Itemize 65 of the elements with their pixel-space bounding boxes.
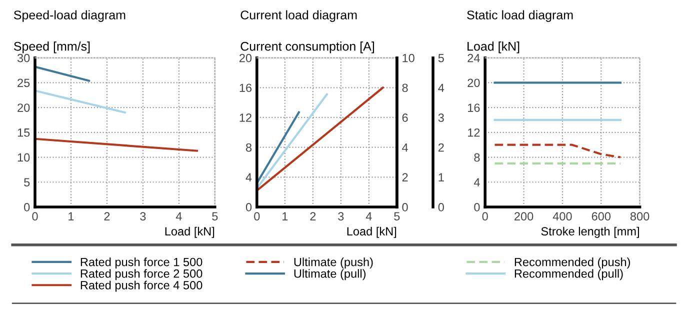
y2-tick-label: 2 [402, 173, 408, 182]
y2-tick-label: 6 [402, 114, 408, 122]
chart-title: Speed-load diagram [14, 10, 126, 22]
y-axis-title: Speed [mm/s] [14, 42, 90, 54]
y2-tick-label: 0 [402, 203, 408, 212]
y3-tick-label: 0 [438, 203, 444, 212]
y2-tick-label: 8 [402, 84, 408, 92]
x-tick-label: 0 [32, 212, 38, 221]
chart-title: Static load diagram [467, 10, 573, 22]
y3-tick-label: 3 [438, 114, 444, 122]
legend-label: Ultimate (pull) [294, 269, 366, 280]
x-axis-title: Load [kN] [165, 226, 214, 238]
y2-tick-label: 4 [402, 143, 408, 152]
x-tick-label: 800 [630, 212, 650, 221]
y3-tick-label: 1 [438, 173, 444, 182]
y-tick-label: 24 [468, 54, 480, 62]
y-tick-label: 20 [240, 54, 252, 62]
x-tick-label: 4 [176, 212, 182, 220]
x-tick-label: 5 [212, 212, 218, 221]
y-tick-label: 20 [18, 104, 30, 112]
y-tick-label: 16 [468, 104, 480, 112]
x-tick-label: 200 [514, 212, 534, 221]
legend-label: Rated push force 1 500 [80, 258, 202, 269]
y2-tick-label: 10 [402, 54, 414, 62]
y-tick-label: 15 [18, 128, 30, 137]
y-tick-label: 16 [240, 84, 252, 92]
x-tick-label: 4 [366, 212, 372, 220]
x-tick-label: 2 [104, 212, 110, 220]
y-tick-label: 0 [474, 203, 480, 212]
y3-tick-label: 4 [438, 84, 444, 92]
y-tick-label: 10 [18, 153, 30, 162]
y-tick-label: 4 [246, 173, 252, 182]
y-tick-label: 5 [24, 178, 30, 187]
y-tick-label: 8 [246, 143, 252, 152]
legend-label: Recommended (push) [514, 258, 630, 269]
x-tick-label: 3 [338, 212, 344, 221]
x-tick-label: 5 [394, 212, 400, 221]
x-tick-label: 600 [592, 212, 611, 221]
y-tick-label: 8 [474, 153, 480, 162]
x-tick-label: 3 [140, 212, 146, 221]
legend-label: Rated push force 2 500 [80, 269, 202, 280]
y-tick-label: 25 [18, 78, 30, 88]
legend-label: Ultimate (push) [294, 258, 373, 269]
y-tick-label: 12 [240, 114, 252, 122]
x-axis-title: Load [kN] [347, 226, 396, 238]
x-tick-label: 1 [282, 212, 288, 220]
y-axis-title: Current consumption [A] [240, 42, 374, 54]
x-tick-label: 1 [68, 212, 74, 220]
y-tick-label: 30 [17, 54, 30, 62]
y-tick-label: 4 [474, 178, 480, 186]
x-tick-label: 0 [254, 212, 260, 221]
x-tick-label: 400 [552, 212, 572, 221]
y3-tick-label: 5 [438, 54, 444, 62]
x-tick-label: 2 [310, 212, 316, 220]
y-axis-title: Load [kN] [468, 42, 520, 54]
y-tick-label: 20 [468, 78, 480, 88]
x-axis-title: Stroke length [mm] [541, 226, 639, 238]
chart-title: Current load diagram [240, 10, 357, 22]
y-tick-label: 0 [24, 203, 30, 212]
y3-tick-label: 2 [438, 143, 444, 152]
legend-label: Recommended (pull) [514, 269, 623, 280]
x-tick-label: 0 [482, 212, 488, 221]
y-tick-label: 12 [468, 128, 480, 137]
y-tick-label: 0 [246, 203, 252, 212]
legend-label: Rated push force 4 500 [80, 280, 202, 292]
